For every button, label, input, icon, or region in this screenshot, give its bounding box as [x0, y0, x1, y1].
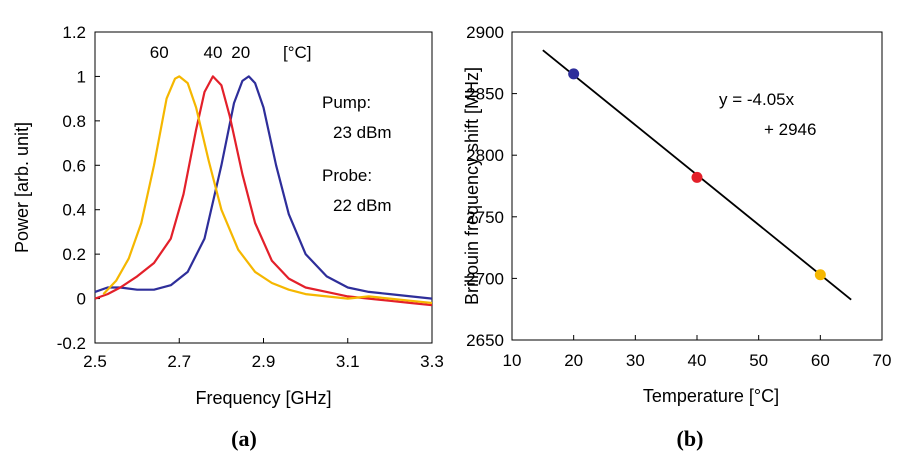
x-tick-label: 40 [688, 351, 707, 370]
panel-a-label: (a) [231, 426, 257, 451]
data-point-20 [568, 68, 580, 80]
panel-a-unit-label: [°C] [283, 43, 312, 62]
data-point-40 [691, 171, 703, 183]
pump-value: 23 dBm [333, 123, 392, 142]
series-label-40: 40 [203, 43, 222, 62]
y-tick-label: 0.2 [62, 245, 86, 264]
panel-a-ticks: 2.5 2.7 2.9 3.1 3.3 -0.2 0 0.2 0.4 0.6 0.8 1 1.2 [57, 23, 444, 371]
y-tick-label: -0.2 [57, 334, 86, 353]
y-tick-label: 2850 [466, 85, 504, 104]
x-tick-label: 2.7 [167, 352, 191, 371]
x-tick-label: 3.1 [336, 352, 360, 371]
x-tick-label: 2.9 [252, 352, 276, 371]
y-tick-label: 0.4 [62, 201, 86, 220]
panel-b-x-axis-label: Temperature [°C] [643, 386, 779, 406]
series-line-20 [94, 75, 433, 300]
probe-label: Probe: [322, 166, 372, 185]
x-tick-label: 30 [626, 351, 645, 370]
y-tick-label: 1.2 [62, 23, 86, 42]
panel-b-ticks: 10 20 30 40 50 60 70 2650 2700 2750 2800 2850 2900 [466, 23, 891, 370]
panel-b-y-axis-label: Brillouin frequency shift [MHz] [462, 67, 482, 305]
x-tick-label: 50 [749, 351, 768, 370]
y-tick-label: 1 [77, 67, 86, 86]
x-tick-label: 3.3 [420, 352, 444, 371]
y-tick-label: 0.6 [62, 156, 86, 175]
y-tick-label: 2900 [466, 23, 504, 42]
series-label-20: 20 [231, 43, 250, 62]
series-line-60 [102, 75, 433, 305]
y-tick-label: 2650 [466, 331, 504, 350]
x-tick-label: 60 [811, 351, 830, 370]
y-tick-label: 2700 [466, 269, 504, 288]
probe-value: 22 dBm [333, 196, 392, 215]
y-tick-label: 2800 [466, 146, 504, 165]
fit-equation-line2: + 2946 [764, 120, 816, 139]
panel-b-plot-area [511, 31, 883, 341]
panel-a-chart: 2.5 2.7 2.9 3.1 3.3 -0.2 0 0.2 0.4 0.6 0.8 1 1.2 20 4… [12, 23, 444, 451]
data-point-60 [814, 269, 826, 281]
panel-a-x-axis-label: Frequency [GHz] [195, 388, 331, 408]
panel-a-y-axis-label: Power [arb. unit] [12, 122, 32, 253]
panel-b-chart: 10 20 30 40 50 60 70 2650 2700 2750 2800 2850 2900 y… [462, 23, 891, 451]
series-label-60: 60 [150, 43, 169, 62]
y-tick-label: 2750 [466, 208, 504, 227]
x-tick-label: 20 [564, 351, 583, 370]
panel-a-series: 20 40 60 [94, 43, 433, 307]
panel-b-points [568, 68, 826, 281]
x-tick-label: 2.5 [83, 352, 107, 371]
fit-equation-line1: y = -4.05x [719, 90, 795, 109]
x-tick-label: 10 [503, 351, 522, 370]
panel-b-label: (b) [677, 426, 704, 451]
y-tick-label: 0.8 [62, 112, 86, 131]
panel-a-plot-area [94, 31, 433, 344]
x-tick-label: 70 [873, 351, 892, 370]
pump-label: Pump: [322, 93, 371, 112]
y-tick-label: 0 [77, 290, 86, 309]
